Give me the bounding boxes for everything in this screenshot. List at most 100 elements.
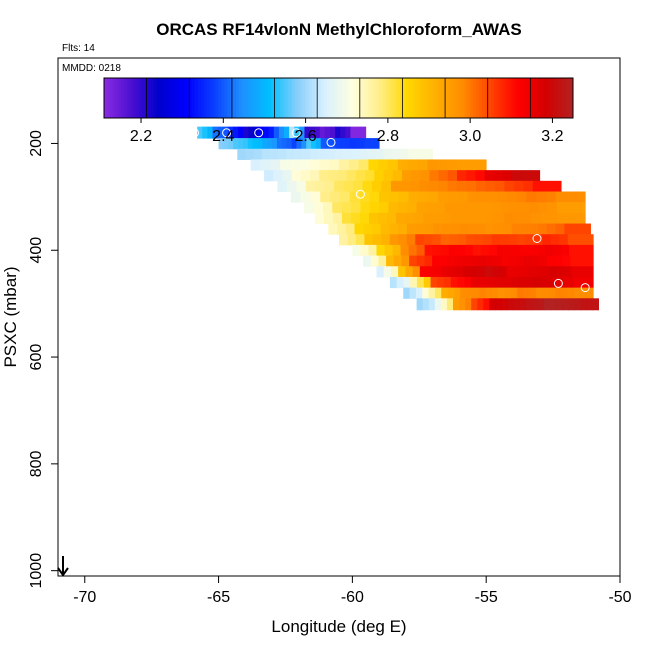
colorbar-segment	[165, 78, 169, 118]
heat-cell	[441, 223, 452, 235]
heat-cell	[374, 170, 384, 182]
heat-cell	[383, 148, 393, 160]
heat-cell	[272, 138, 278, 150]
heat-cell	[459, 212, 469, 225]
heat-cell	[524, 255, 533, 267]
heat-cell	[564, 223, 574, 235]
heat-cell	[247, 138, 254, 150]
heat-cell	[549, 212, 559, 225]
heat-cell	[328, 223, 338, 235]
heat-cell	[501, 255, 510, 267]
heat-cell	[523, 287, 531, 299]
heat-cell	[424, 148, 434, 160]
heat-cell	[544, 298, 551, 311]
heat-cell	[542, 180, 553, 192]
heat-cell	[525, 298, 533, 311]
heat-cell	[406, 234, 416, 246]
heat-cell	[485, 255, 494, 267]
heat-cell	[466, 234, 475, 246]
heat-cell	[538, 202, 549, 214]
heat-cell	[218, 138, 224, 150]
colorbar-segment	[121, 78, 126, 118]
colorbar-segment	[203, 78, 208, 118]
y-tick-label: 1000	[28, 553, 45, 589]
heat-cell	[467, 191, 478, 203]
heat-cell	[310, 148, 320, 160]
heat-cell	[429, 170, 440, 182]
colorbar-segment	[523, 78, 527, 118]
heat-cell	[343, 148, 352, 160]
heat-cell	[592, 298, 599, 311]
heat-cell	[253, 126, 259, 139]
heat-cell	[379, 202, 389, 214]
colorbar-segment	[174, 78, 178, 118]
colorbar-segment	[367, 78, 372, 118]
heat-cell	[523, 180, 534, 192]
heat-cell	[372, 234, 382, 246]
colorbar-segment	[276, 78, 281, 118]
heat-cell	[341, 212, 352, 225]
heat-cell	[573, 223, 583, 235]
colorbar-segment	[570, 78, 574, 118]
heat-cell	[542, 287, 550, 299]
heat-cell	[355, 170, 366, 182]
colorbar-segment	[177, 78, 181, 118]
heat-cell	[376, 266, 385, 278]
heat-cell	[508, 255, 517, 267]
heat-cell	[207, 126, 213, 139]
heat-cell	[484, 266, 493, 278]
heat-cell	[332, 212, 343, 225]
heat-cell	[513, 212, 523, 225]
colorbar-segment	[558, 78, 562, 118]
heat-cell	[389, 223, 399, 235]
heat-cell	[483, 234, 492, 246]
heat-cell	[392, 244, 401, 257]
heat-cell	[520, 266, 529, 278]
heat-cell	[267, 138, 273, 150]
colorbar-segment	[194, 78, 199, 118]
heat-cell	[521, 170, 531, 182]
heat-cell	[390, 266, 399, 278]
heat-cell	[228, 138, 234, 150]
heat-cell	[577, 255, 586, 267]
colorbar-segment	[441, 78, 445, 118]
colorbar-segment	[564, 78, 568, 118]
x-tick-label: -55	[475, 589, 498, 606]
colorbar-segment	[118, 78, 123, 118]
heat-cell	[585, 255, 594, 267]
heat-cell	[485, 180, 496, 192]
heat-cell	[477, 276, 486, 289]
heat-cell	[310, 170, 320, 182]
heat-cell	[355, 126, 362, 139]
colorbar-segment	[168, 78, 172, 118]
colorbar-segment	[423, 78, 427, 118]
heat-cell	[301, 138, 307, 150]
heat-cell	[503, 223, 513, 235]
colorbar-segment	[250, 78, 254, 118]
heat-cell	[424, 223, 434, 235]
heat-cell	[389, 276, 398, 289]
heat-cell	[580, 298, 587, 311]
heat-cell	[423, 276, 431, 289]
heat-cell	[466, 287, 474, 299]
heat-cell	[545, 244, 554, 257]
heat-cell	[482, 202, 492, 214]
heat-cell	[545, 191, 557, 203]
heat-cell	[546, 223, 556, 235]
colorbar-segment	[476, 78, 480, 118]
heat-cell	[409, 287, 417, 299]
heat-cell	[575, 191, 586, 203]
heat-cell	[448, 266, 457, 278]
heat-cell	[315, 138, 322, 150]
heat-cell	[332, 202, 343, 214]
heat-cell	[377, 212, 388, 225]
colorbar-segment	[438, 78, 442, 118]
colorbar-segment	[147, 78, 152, 118]
heat-cell	[586, 298, 593, 311]
sample-point	[580, 283, 590, 293]
colorbar-segment	[189, 78, 193, 118]
colorbar-segment	[402, 78, 407, 118]
colorbar-tick-label: 3.0	[459, 128, 481, 145]
heat-cell	[477, 298, 484, 311]
heat-cell	[491, 276, 499, 289]
